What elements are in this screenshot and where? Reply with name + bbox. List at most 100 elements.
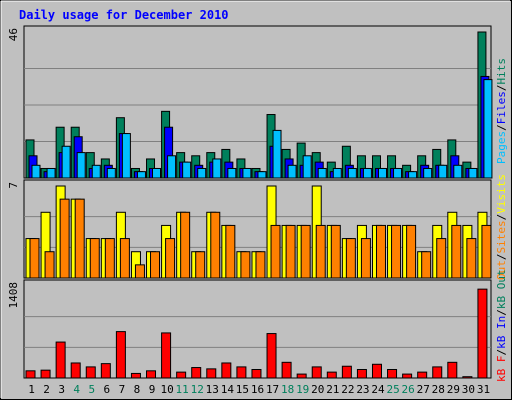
- bar-sites-day-21: [330, 224, 341, 279]
- y-max-label: 7: [7, 182, 20, 189]
- bar-pages-day-10: [167, 155, 177, 179]
- bar-kbytes-day-11: [176, 371, 187, 379]
- bar-sites-day-29: [451, 224, 462, 279]
- bar-pages-day-13: [212, 158, 222, 179]
- bar-kbytes-day-10: [161, 332, 172, 379]
- x-tick-label: 25: [386, 383, 399, 396]
- bar-pages-day-26: [408, 171, 418, 179]
- bar-pages-day-20: [317, 167, 327, 179]
- bar-kbytes-day-31: [477, 288, 488, 379]
- x-tick-label: 23: [356, 383, 369, 396]
- x-tick-label: 28: [432, 383, 445, 396]
- x-tick-label: 2: [43, 383, 50, 396]
- bar-sites-day-17: [270, 224, 281, 279]
- bar-pages-day-5: [91, 164, 101, 179]
- legend-separator: /: [495, 124, 508, 131]
- x-tick-label: 29: [447, 383, 460, 396]
- x-tick-label: 17: [266, 383, 279, 396]
- bar-kbytes-day-9: [146, 370, 157, 379]
- bar-kbytes-day-24: [371, 363, 382, 379]
- bar-kbytes-day-2: [40, 369, 51, 379]
- bar-sites-day-3: [59, 198, 70, 279]
- bar-pages-day-8: [136, 171, 146, 179]
- bar-pages-day-12: [197, 167, 207, 179]
- legend-3: kB F/kB In/kB Out: [495, 269, 508, 382]
- bar-kbytes-day-16: [251, 369, 262, 379]
- x-tick-label: 5: [88, 383, 95, 396]
- bar-kbytes-day-30: [462, 376, 473, 379]
- legend-entry: kB Out: [495, 269, 508, 309]
- x-tick-label: 7: [119, 383, 126, 396]
- bar-pages-day-25: [393, 167, 403, 179]
- x-tick-label: 20: [311, 383, 324, 396]
- bar-pages-day-3: [61, 145, 71, 179]
- bar-sites-day-13: [210, 211, 221, 279]
- bar-pages-day-17: [272, 129, 282, 179]
- bar-sites-day-11: [180, 211, 191, 279]
- bar-sites-day-26: [406, 224, 417, 279]
- legend-entry: kB In: [495, 316, 508, 349]
- bar-sites-day-2: [44, 251, 55, 279]
- x-tick-label: 21: [326, 383, 339, 396]
- bar-kbytes-day-23: [356, 369, 367, 379]
- bar-kbytes-day-29: [447, 361, 458, 379]
- legend-separator: /: [495, 254, 508, 261]
- bar-pages-day-2: [46, 167, 56, 179]
- bar-kbytes-day-7: [115, 331, 126, 379]
- bar-kbytes-day-1: [25, 370, 36, 379]
- y-max-label: 46: [7, 28, 20, 41]
- bar-kbytes-day-4: [70, 362, 81, 379]
- legend-entry: Visits: [495, 174, 508, 214]
- bar-sites-day-22: [345, 238, 356, 279]
- legend-entry: Files: [495, 91, 508, 124]
- x-tick-label: 1: [28, 383, 35, 396]
- bar-sites-day-20: [315, 224, 326, 279]
- bar-sites-day-23: [360, 238, 371, 279]
- bar-sites-day-7: [119, 238, 130, 279]
- legend-entry: Hits: [495, 58, 508, 85]
- x-tick-label: 19: [296, 383, 309, 396]
- x-tick-label: 10: [160, 383, 173, 396]
- bar-sites-day-27: [421, 251, 432, 279]
- x-tick-label: 8: [134, 383, 141, 396]
- x-tick-label: 16: [251, 383, 264, 396]
- bar-kbytes-day-8: [130, 372, 141, 379]
- bar-sites-day-31: [481, 224, 492, 279]
- legend-2: Out/Sites/Visits: [495, 174, 508, 280]
- bar-pages-day-15: [242, 167, 252, 179]
- plot-area: [23, 279, 492, 379]
- x-tick-label: 9: [149, 383, 156, 396]
- bar-pages-day-9: [152, 167, 162, 179]
- chart-title: Daily usage for December 2010: [19, 8, 229, 22]
- plot-area: [23, 25, 492, 179]
- x-tick-label: 13: [206, 383, 219, 396]
- bar-sites-day-16: [255, 251, 266, 279]
- bar-sites-day-4: [74, 198, 85, 279]
- x-tick-label: 11: [176, 383, 189, 396]
- bar-sites-day-8: [134, 264, 145, 279]
- bar-pages-day-21: [332, 167, 342, 179]
- bar-sites-day-6: [104, 238, 115, 279]
- x-tick-label: 6: [104, 383, 111, 396]
- bar-sites-day-12: [195, 251, 206, 279]
- bar-pages-day-16: [257, 171, 267, 179]
- bar-pages-day-27: [423, 167, 433, 179]
- x-tick-label: 30: [462, 383, 475, 396]
- legend-entry: Out: [495, 260, 508, 280]
- x-tick-label: 18: [281, 383, 294, 396]
- panel-2: 7: [7, 179, 492, 279]
- bar-kbytes-day-5: [85, 366, 96, 379]
- bar-sites-day-30: [466, 238, 477, 279]
- bar-sites-day-19: [300, 224, 311, 279]
- bar-kbytes-day-19: [296, 373, 307, 379]
- bar-sites-day-18: [285, 224, 296, 279]
- bar-pages-day-22: [347, 167, 357, 179]
- x-tick-label: 14: [221, 383, 235, 396]
- bar-sites-day-15: [240, 251, 251, 279]
- x-tick-label: 15: [236, 383, 249, 396]
- x-tick-label: 3: [58, 383, 65, 396]
- x-axis-labels: 1 2 3 4 5 6 7 8 9 10 11 12 13 14 15 16 17 18 19 20 21 22 23 24 2…: [28, 383, 490, 396]
- panel-1: 46: [7, 25, 493, 179]
